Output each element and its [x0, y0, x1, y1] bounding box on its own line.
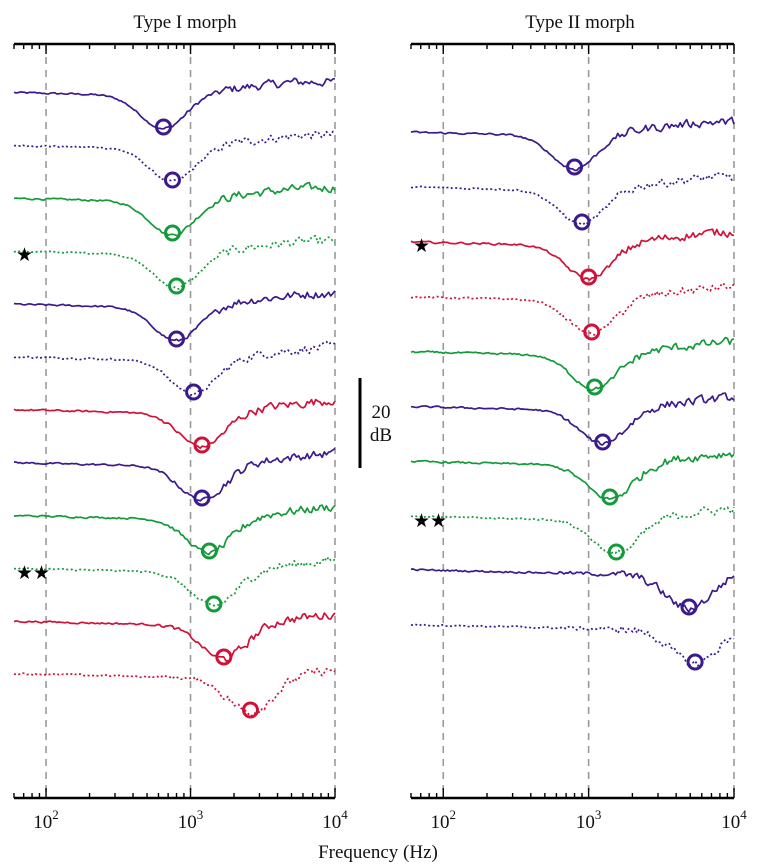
- star-marker: ★: [16, 244, 33, 266]
- series-line: [13, 340, 336, 397]
- x-tick-label: 103: [576, 807, 602, 833]
- series-line: [13, 290, 336, 342]
- series-line: [13, 181, 336, 237]
- minimum-marker: [163, 171, 181, 189]
- series-line: [410, 568, 735, 613]
- x-tick-label: 103: [178, 807, 204, 833]
- panel-type-ii: Type II morph 102 103 104★★★: [410, 12, 747, 833]
- minimum-marker: [193, 436, 211, 454]
- series-line: [410, 228, 735, 281]
- star-marker: ★: [413, 235, 430, 257]
- series-line: [13, 77, 336, 130]
- scale-bar-unit: dB: [370, 425, 392, 446]
- minimum-marker: [573, 213, 591, 231]
- minimum-marker: [200, 542, 218, 560]
- minimum-marker: [601, 488, 619, 506]
- series-line: [410, 171, 735, 226]
- minimum-marker: [205, 595, 223, 613]
- minimum-marker: [680, 598, 698, 616]
- scale-bar: 20 dB: [358, 378, 392, 468]
- minimum-marker: [594, 433, 612, 451]
- series-line: [410, 336, 735, 392]
- x-tick-label: 102: [33, 807, 59, 833]
- minimum-marker: [168, 330, 186, 348]
- minimum-marker: [686, 653, 704, 671]
- series-line: [410, 392, 735, 446]
- series-line: [13, 504, 336, 556]
- star-marker: ★★: [16, 562, 50, 584]
- series-line: [13, 612, 336, 662]
- series-line: [13, 398, 336, 450]
- minimum-marker: [163, 224, 181, 242]
- minimum-marker: [586, 378, 604, 396]
- minimum-marker: [168, 277, 186, 295]
- panel-title: Type I morph: [133, 12, 237, 33]
- minimum-marker: [607, 543, 625, 561]
- minimum-marker: [583, 323, 601, 341]
- minimum-marker: [566, 158, 584, 176]
- series-line: [13, 556, 336, 607]
- minimum-marker: [241, 701, 259, 719]
- panel-type-i: Type I morph 102 103 104★★★: [13, 12, 348, 833]
- series-line: [13, 234, 336, 290]
- minimum-marker: [580, 268, 598, 286]
- series-line: [410, 452, 735, 500]
- series-line: [410, 116, 735, 172]
- series-line: [410, 506, 735, 557]
- x-tick-label: 104: [721, 807, 747, 833]
- star-marker: ★★: [413, 510, 447, 532]
- series-line: [411, 282, 735, 336]
- series-line: [13, 130, 336, 182]
- x-tick-label: 104: [322, 807, 348, 833]
- series-line: [13, 667, 336, 718]
- minimum-marker: [215, 648, 233, 666]
- series-line: [13, 447, 336, 502]
- minimum-marker: [154, 118, 172, 136]
- panel-title: Type II morph: [525, 12, 635, 33]
- minimum-marker: [193, 489, 211, 507]
- scale-bar-value: 20: [372, 402, 391, 423]
- x-axis-label: Frequency (Hz): [318, 842, 438, 863]
- series-line: [410, 623, 735, 668]
- x-tick-label: 102: [431, 807, 457, 833]
- minimum-marker: [185, 383, 203, 401]
